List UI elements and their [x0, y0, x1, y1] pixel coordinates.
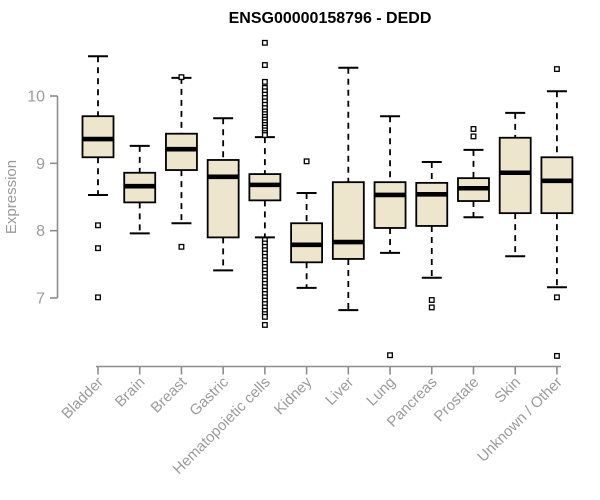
outlier-point	[261, 132, 268, 139]
outlier-point	[261, 313, 268, 320]
outlier-point	[178, 243, 185, 250]
y-tick-label: 7	[36, 290, 45, 307]
outlier-point	[261, 62, 268, 68]
outlier-point	[387, 352, 393, 359]
outlier-point	[261, 78, 268, 85]
x-tick-label-breast: Breast	[148, 373, 191, 416]
x-tick-label-bladder: Bladder	[58, 374, 107, 423]
boxplot-bladder	[81, 55, 115, 301]
x-tick-label-prostate: Prostate	[431, 374, 483, 426]
outlier-point	[261, 39, 268, 46]
x-tick-label-lung: Lung	[363, 374, 399, 410]
boxplot-pancreas	[415, 160, 449, 311]
x-tick-label-kidney: Kidney	[271, 373, 316, 418]
boxplot-unknown-other	[540, 66, 574, 359]
outlier-point	[553, 66, 560, 73]
chart-title: ENSG00000158796 - DEDD	[229, 10, 432, 27]
outlier-point	[470, 126, 477, 132]
outlier-point	[95, 294, 101, 301]
boxplot-breast	[165, 74, 198, 250]
y-tick-label: 10	[27, 89, 45, 106]
boxplot-series	[81, 39, 574, 359]
iqr-box	[81, 115, 115, 159]
outlier-point	[428, 304, 435, 311]
outlier-point	[95, 245, 101, 252]
y-tick-label: 9	[36, 156, 45, 173]
boxplot-liver	[331, 66, 365, 312]
outlier-point	[261, 321, 268, 328]
iqr-box	[206, 159, 240, 239]
outlier-point	[553, 294, 560, 301]
outlier-point	[470, 133, 477, 140]
iqr-box	[415, 181, 449, 227]
boxplot-kidney	[290, 158, 324, 289]
boxplot-brain	[123, 144, 157, 235]
iqr-box	[165, 132, 198, 171]
y-tick-label: 8	[36, 223, 45, 240]
iqr-box	[498, 136, 532, 215]
iqr-box	[373, 181, 407, 229]
boxplot-lung	[373, 115, 407, 359]
iqr-box	[248, 173, 282, 202]
outlier-point	[303, 158, 310, 165]
outlier-point	[553, 352, 560, 359]
outlier-point	[428, 297, 435, 303]
boxplot-skin	[498, 111, 532, 258]
x-tick-label-skin: Skin	[491, 374, 524, 407]
outlier-point	[95, 222, 101, 229]
boxplot-hematopoietic-cells	[248, 39, 282, 328]
y-axis-title: Expression	[3, 160, 20, 234]
outlier-point	[178, 74, 185, 81]
boxplot-prostate	[457, 126, 490, 219]
iqr-box	[331, 181, 365, 260]
boxplot-gastric	[206, 117, 240, 272]
x-tick-label-brain: Brain	[112, 374, 149, 411]
x-tick-label-liver: Liver	[322, 374, 357, 409]
iqr-box	[540, 156, 574, 215]
